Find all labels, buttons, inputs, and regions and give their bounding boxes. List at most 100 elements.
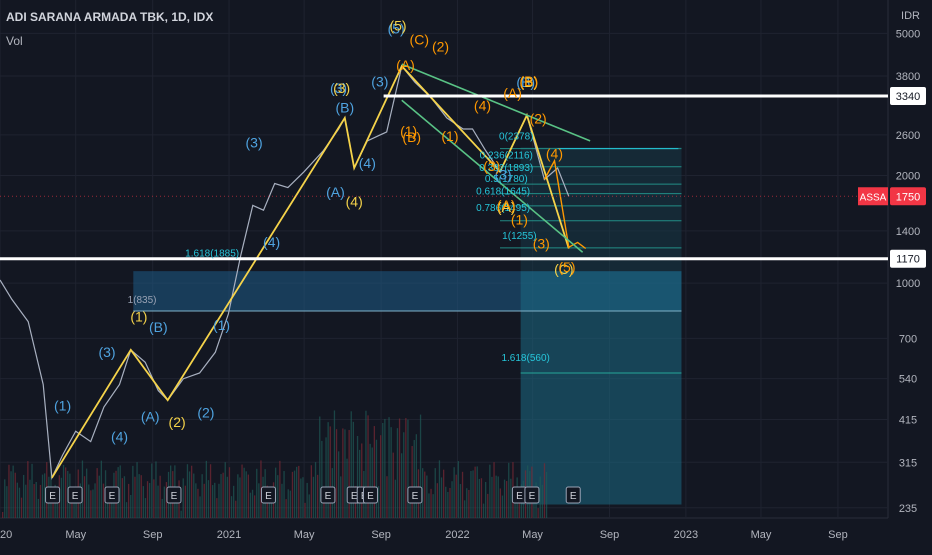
- volume-bar: [422, 468, 424, 518]
- x-tick-label: 2020: [0, 529, 12, 541]
- volume-bar: [335, 429, 338, 518]
- volume-bar: [2, 512, 4, 518]
- volume-bar: [128, 483, 130, 518]
- volume-bar: [489, 464, 491, 518]
- volume-bar: [188, 471, 191, 518]
- volume-bar: [375, 439, 378, 518]
- volume-bar: [382, 423, 384, 518]
- wave-label-blue: (5): [388, 20, 405, 36]
- event-marker-label: E: [367, 491, 374, 502]
- volume-bar: [134, 476, 136, 518]
- channel-line-upper: [401, 63, 591, 142]
- volume-bar: [209, 464, 212, 518]
- volume-bar: [314, 462, 317, 518]
- volume-bar: [468, 489, 470, 518]
- wave-label-blue: (A): [141, 408, 160, 424]
- volume-bar: [281, 483, 283, 518]
- last-price-name: ASSA: [860, 192, 887, 203]
- volume-bar: [241, 464, 243, 518]
- x-tick-label: Sep: [600, 529, 620, 541]
- volume-bar: [415, 434, 417, 518]
- wave-label-blue: (4): [111, 429, 128, 445]
- event-marker: [104, 486, 120, 504]
- event-marker: [260, 486, 276, 504]
- volume-bar: [327, 422, 329, 518]
- volume-label: Vol: [6, 34, 23, 48]
- volume-bar: [235, 500, 237, 518]
- wave-label-yellow: (4): [346, 193, 363, 209]
- volume-bar: [445, 486, 447, 518]
- price-line: [0, 64, 570, 481]
- volume-bar: [258, 483, 260, 518]
- volume-bar: [308, 494, 310, 518]
- event-marker-label: E: [49, 491, 56, 502]
- volume-bar: [214, 482, 216, 518]
- volume-bar: [359, 449, 361, 518]
- wave-label-orange: (5): [558, 259, 575, 275]
- volume-bar: [539, 476, 541, 518]
- volume-bar: [249, 492, 252, 518]
- fib-zone-retrace: [520, 147, 682, 272]
- volume-bar: [384, 418, 386, 518]
- y-tick-label: 2000: [896, 171, 920, 183]
- volume-bar: [310, 465, 312, 518]
- volume-bar: [119, 465, 121, 518]
- volume-bar: [380, 435, 382, 518]
- fib-label: 0.618(1645): [476, 186, 530, 197]
- volume-bar: [495, 475, 497, 518]
- volume-bar: [306, 482, 308, 518]
- wave-label-orange: (1): [511, 211, 528, 227]
- volume-bar: [419, 414, 422, 518]
- volume-bar: [480, 478, 483, 518]
- x-tick-label: Sep: [828, 529, 848, 541]
- volume-bar: [216, 498, 218, 518]
- volume-bar: [251, 489, 254, 518]
- event-marker: [166, 486, 182, 504]
- volume-bar: [207, 480, 210, 518]
- volume-bar: [96, 468, 98, 518]
- volume-bar: [107, 497, 109, 518]
- volume-bar: [436, 483, 438, 518]
- volume-bar: [518, 501, 520, 518]
- volume-bar: [136, 462, 138, 518]
- wave-label-blue: (3): [495, 166, 512, 182]
- fib-label: 0.786(1495): [476, 203, 530, 214]
- volume-bar: [304, 502, 306, 518]
- volume-bar: [440, 477, 443, 518]
- volume-bar: [268, 491, 270, 518]
- volume-bar: [247, 474, 249, 518]
- wave-label-blue: (3): [330, 80, 347, 96]
- volume-bar: [342, 428, 344, 518]
- volume-bar: [199, 496, 201, 518]
- wave-label-blue: (B): [149, 319, 168, 335]
- volume-bar: [455, 474, 457, 518]
- volume-bar: [394, 479, 396, 518]
- y-tick-label: 415: [899, 415, 917, 427]
- volume-bar: [352, 421, 354, 518]
- volume-bar: [367, 415, 369, 518]
- volume-bar: [464, 500, 466, 518]
- level-label: 1170: [896, 254, 920, 266]
- volume-bar: [224, 462, 226, 518]
- volume-bar: [472, 470, 474, 518]
- level-label: 3340: [896, 91, 920, 103]
- volume-bar: [37, 498, 39, 518]
- volume-bar: [151, 463, 153, 518]
- wave-label-yellow: (3): [333, 80, 350, 96]
- volume-bar: [8, 464, 10, 518]
- wave-label-yellow: (2): [169, 414, 186, 430]
- volume-bar: [254, 495, 256, 518]
- volume-bar: [243, 467, 245, 518]
- currency-label: IDR: [901, 10, 920, 22]
- volume-bar: [508, 462, 510, 518]
- volume-bar: [457, 461, 459, 518]
- y-tick-label: 2600: [896, 130, 920, 142]
- wave-label-blue: (2): [197, 405, 214, 421]
- volume-bar: [356, 435, 359, 518]
- volume-bar: [319, 416, 321, 518]
- event-marker-label: E: [171, 491, 178, 502]
- volume-bar: [144, 498, 147, 518]
- volume-bar: [403, 432, 405, 518]
- volume-bar: [14, 472, 16, 518]
